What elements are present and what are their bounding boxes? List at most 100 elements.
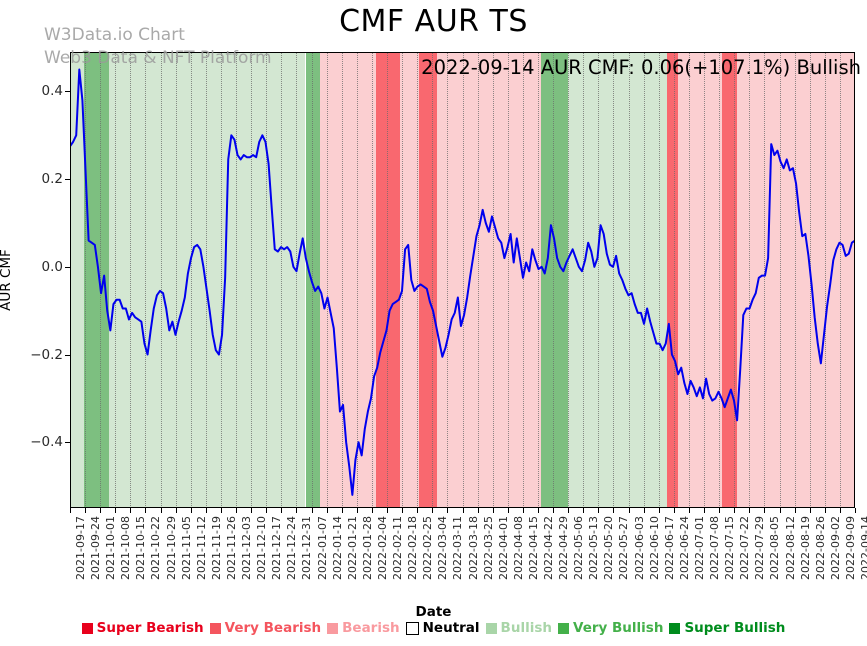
gridline	[522, 52, 524, 508]
x-tick-mark	[175, 508, 177, 513]
x-tick-label: 2022-01-07	[315, 516, 329, 580]
x-tick-mark	[251, 508, 253, 513]
band-bearish	[678, 52, 722, 508]
gridline	[583, 52, 585, 508]
legend-label: Very Bullish	[572, 620, 664, 636]
x-tick-label: 2022-06-03	[632, 516, 646, 580]
x-tick-mark	[236, 508, 238, 513]
gridline	[839, 52, 841, 508]
x-tick-label: 2022-01-28	[360, 516, 374, 580]
x-tick-label: 2022-03-25	[481, 516, 495, 580]
gridline	[85, 52, 87, 508]
x-tick-mark	[477, 508, 479, 513]
gridline	[205, 52, 207, 508]
x-axis-ticks: 2021-09-17 2021-09-24 2021-10-01 2021-10-08…	[70, 508, 867, 608]
gridline	[417, 52, 419, 508]
legend-item-super-bearish[interactable]: Super Bearish	[79, 620, 207, 636]
gridline	[296, 52, 298, 508]
band-very-bearish	[721, 52, 738, 508]
x-tick-label: 2022-05-06	[572, 516, 586, 580]
x-tick-label: 2021-12-31	[300, 516, 314, 580]
legend-item-very-bullish[interactable]: Very Bullish	[555, 620, 666, 636]
y-tick-mark	[65, 354, 70, 356]
gridline	[281, 52, 283, 508]
x-tick-mark	[734, 508, 736, 513]
x-tick-mark	[85, 508, 87, 513]
x-tick-mark	[794, 508, 796, 513]
x-tick-mark	[839, 508, 841, 513]
gridline	[447, 52, 449, 508]
gridline	[779, 52, 781, 508]
watermark-line-1: W3Data.io Chart	[44, 25, 185, 45]
x-tick-mark	[190, 508, 192, 513]
x-tick-label: 2022-07-08	[708, 516, 722, 580]
x-tick-label: 2022-07-01	[692, 516, 706, 580]
legend-swatch-icon	[557, 622, 569, 634]
x-tick-mark	[537, 508, 539, 513]
gridline	[145, 52, 147, 508]
legend-item-very-bearish[interactable]: Very Bearish	[207, 620, 325, 636]
x-tick-label: 2021-12-10	[255, 516, 269, 580]
band-bearish	[737, 52, 855, 508]
x-tick-label: 2022-02-04	[375, 516, 389, 580]
x-tick-mark	[341, 508, 343, 513]
band-bullish	[109, 52, 127, 508]
gridline	[628, 52, 630, 508]
band-bullish	[126, 52, 180, 508]
plot-background	[70, 52, 855, 508]
latest-value-annotation: 2022-09-14 AUR CMF: 0.06(+107.1%) Bullis…	[421, 56, 861, 79]
x-tick-mark	[205, 508, 207, 513]
x-tick-label: 2022-04-29	[557, 516, 571, 580]
x-tick-mark	[115, 508, 117, 513]
x-tick-mark	[160, 508, 162, 513]
x-tick-label: 2022-02-18	[406, 516, 420, 580]
x-tick-mark	[402, 508, 404, 513]
sentiment-bands	[70, 52, 855, 508]
legend-label: Super Bearish	[96, 620, 204, 636]
gridline	[537, 52, 539, 508]
legend-item-super-bullish[interactable]: Super Bullish	[666, 620, 788, 636]
x-tick-mark	[281, 508, 283, 513]
x-tick-mark	[719, 508, 721, 513]
legend-item-neutral[interactable]: Neutral	[403, 620, 483, 636]
x-tick-mark	[522, 508, 524, 513]
x-tick-mark	[568, 508, 570, 513]
x-tick-mark	[296, 508, 298, 513]
y-tick-label: −0.2	[30, 346, 63, 363]
x-tick-mark	[507, 508, 509, 513]
x-tick-label: 2021-09-17	[74, 516, 87, 580]
band-bullish	[179, 52, 306, 508]
x-tick-label: 2021-09-24	[89, 516, 103, 580]
legend-swatch-icon	[209, 622, 221, 634]
x-tick-mark	[447, 508, 449, 513]
gridline	[764, 52, 766, 508]
x-tick-label: 2022-08-12	[783, 516, 797, 580]
gridline	[115, 52, 117, 508]
legend-label: Super Bullish	[684, 620, 786, 636]
x-tick-mark	[779, 508, 781, 513]
x-tick-label: 2022-02-11	[391, 516, 405, 580]
x-tick-label: 2022-05-20	[602, 516, 616, 580]
x-tick-mark	[311, 508, 313, 513]
chart-title: CMF AUR TS	[339, 4, 528, 39]
legend-swatch-icon	[81, 622, 93, 634]
x-tick-mark	[387, 508, 389, 513]
x-tick-mark	[417, 508, 419, 513]
x-tick-mark	[220, 508, 222, 513]
x-tick-mark	[145, 508, 147, 513]
legend-item-bearish[interactable]: Bearish	[324, 620, 403, 636]
x-tick-label: 2022-03-04	[436, 516, 450, 580]
gridline	[251, 52, 253, 508]
x-tick-label: 2021-10-29	[164, 516, 178, 580]
legend-label: Neutral	[422, 620, 480, 636]
x-tick-label: 2022-06-24	[677, 516, 691, 580]
band-bullish	[70, 52, 85, 508]
x-tick-mark	[462, 508, 464, 513]
legend-swatch-icon	[405, 621, 419, 635]
legend-item-bullish[interactable]: Bullish	[483, 620, 555, 636]
y-axis-label: AUR CMF	[0, 249, 14, 311]
x-tick-mark	[628, 508, 630, 513]
band-bullish	[568, 52, 667, 508]
gridline	[160, 52, 162, 508]
gridline	[613, 52, 615, 508]
